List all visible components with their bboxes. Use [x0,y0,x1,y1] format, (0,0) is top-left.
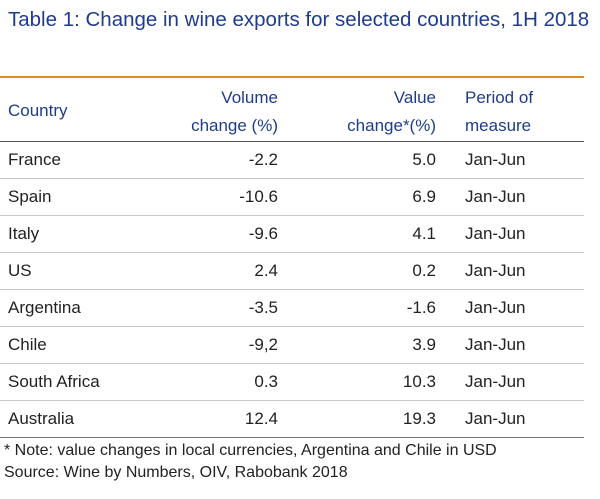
cell-volume: -3.5 [248,298,278,317]
header-value-line1: Value [393,88,436,107]
cell-volume: -9.6 [248,224,278,243]
cell-period: Jan-Jun [465,261,526,280]
cell-value: -1.6 [406,298,436,317]
table-row: Italy -9.6 4.1 Jan-Jun [0,216,584,253]
cell-period: Jan-Jun [465,187,526,206]
cell-volume: -2.2 [248,150,278,169]
cell-period: Jan-Jun [465,372,526,391]
header-country: Country [8,101,68,120]
table-row: South Africa 0.3 10.3 Jan-Jun [0,364,584,401]
header-value: Value change*(%) [300,84,436,140]
cell-volume: 2.4 [254,261,278,280]
cell-value: 6.9 [412,187,436,206]
table-row: Argentina -3.5 -1.6 Jan-Jun [0,290,584,327]
cell-country: France [8,150,61,169]
cell-volume: -10.6 [239,187,278,206]
cell-country: Chile [8,335,47,354]
cell-value: 0.2 [412,261,436,280]
table-row: Spain -10.6 6.9 Jan-Jun [0,179,584,216]
cell-period: Jan-Jun [465,298,526,317]
cell-value: 3.9 [412,335,436,354]
cell-period: Jan-Jun [465,409,526,428]
footnote: * Note: value changes in local currencie… [4,442,497,459]
table-body: France -2.2 5.0 Jan-Jun Spain -10.6 6.9 … [0,142,584,438]
cell-country: US [8,261,32,280]
header-period: Period of measure [465,84,590,140]
table-row: Australia 12.4 19.3 Jan-Jun [0,401,584,438]
cell-country: Italy [8,224,40,243]
header-volume-line1: Volume [221,88,278,107]
cell-period: Jan-Jun [465,150,526,169]
cell-country: South Africa [8,372,100,391]
cell-value: 5.0 [412,150,436,169]
cell-volume: 12.4 [244,409,278,428]
header-period-line1: Period of [465,88,534,107]
cell-country: Australia [8,409,75,428]
cell-value: 10.3 [402,372,436,391]
cell-period: Jan-Jun [465,335,526,354]
header-volume: Volume change (%) [150,84,278,140]
header-rule [0,141,584,142]
table-row: US 2.4 0.2 Jan-Jun [0,253,584,290]
table-notes: * Note: value changes in local currencie… [4,440,596,484]
source-line: Source: Wine by Numbers, OIV, Rabobank 2… [4,464,348,481]
table-title: Table 1: Change in wine exports for sele… [8,8,590,31]
title-rule [0,76,584,78]
cell-country: Argentina [8,298,81,317]
cell-volume: -9,2 [248,335,278,354]
header-value-line2: change*(%) [347,116,436,135]
cell-period: Jan-Jun [465,224,526,243]
table-row: Chile -9,2 3.9 Jan-Jun [0,327,584,364]
table-row: France -2.2 5.0 Jan-Jun [0,142,584,179]
cell-volume: 0.3 [254,372,278,391]
cell-value: 19.3 [402,409,436,428]
cell-value: 4.1 [412,224,436,243]
cell-country: Spain [8,187,52,206]
header-period-line2: measure [465,116,532,135]
header-volume-line2: change (%) [191,116,278,135]
